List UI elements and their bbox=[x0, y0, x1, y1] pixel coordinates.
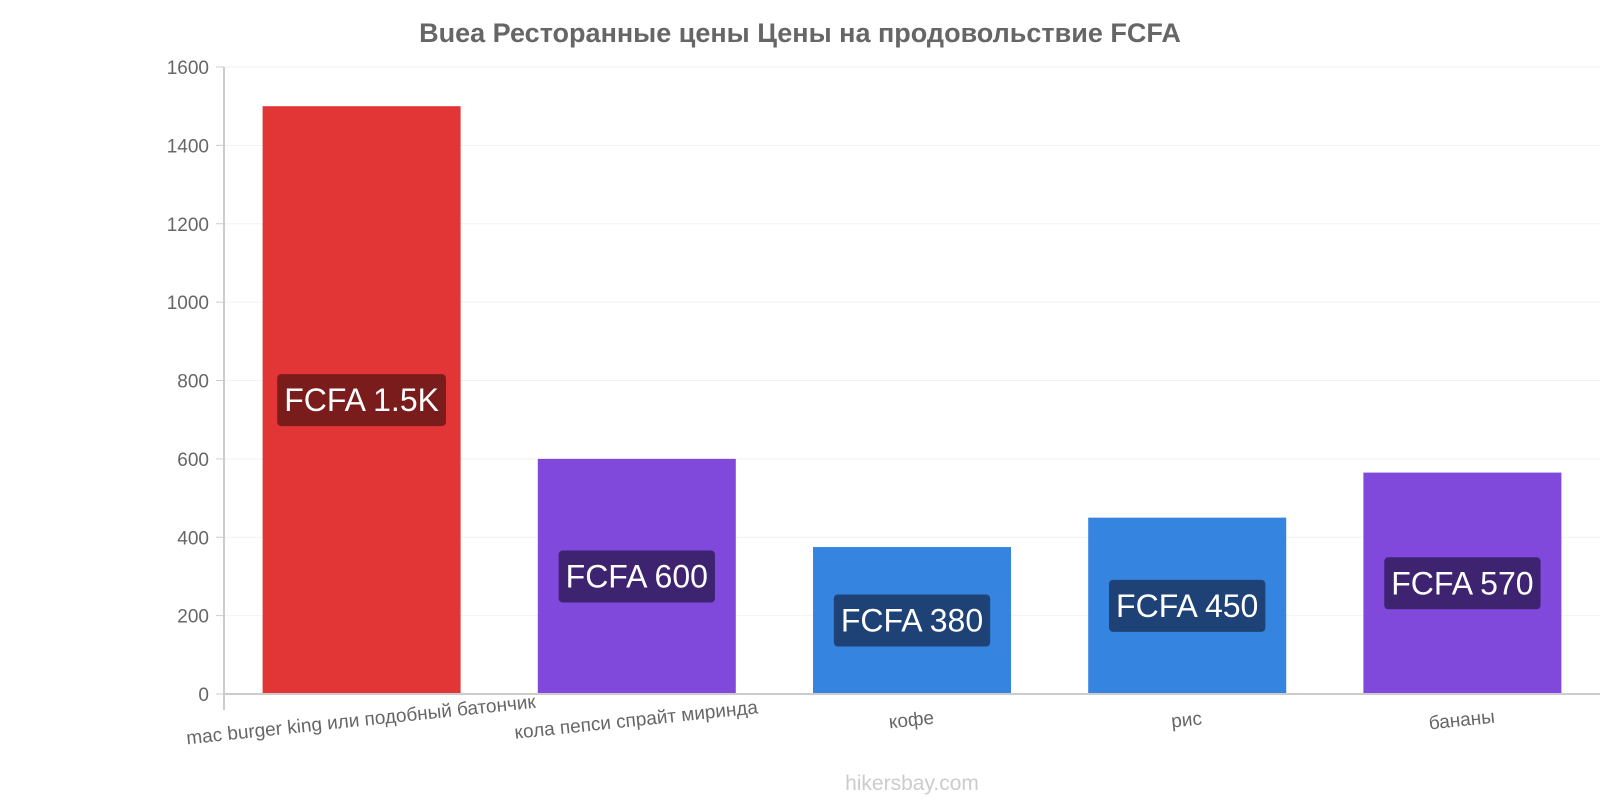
data-label-background bbox=[277, 374, 446, 427]
data-label-background bbox=[1384, 557, 1541, 610]
x-category-label: рис bbox=[1170, 708, 1203, 732]
data-label-text: FCFA 600 bbox=[566, 558, 708, 594]
y-tick-label: 1000 bbox=[167, 293, 209, 314]
y-tick-label: 400 bbox=[177, 528, 209, 549]
y-axis-ticks: 0 200 400 600 800 1000 1200 1400 1600 bbox=[167, 58, 224, 706]
data-label: FCFA 380 bbox=[833, 594, 991, 647]
data-label: FCFA 570 bbox=[1384, 557, 1541, 610]
x-axis-categories: mac burger king или подобный батончиккол… bbox=[185, 692, 1496, 750]
x-category-label: кофе bbox=[888, 708, 935, 734]
data-label-text: FCFA 1.5K bbox=[284, 382, 439, 418]
data-label: FCFA 450 bbox=[1109, 579, 1266, 632]
chart-title: Buea Ресторанные цены Цены на продовольс… bbox=[419, 18, 1181, 48]
y-tick-label: 600 bbox=[177, 450, 209, 471]
data-label: FCFA 600 bbox=[558, 550, 715, 603]
data-label-background bbox=[558, 550, 715, 603]
data-label: FCFA 1.5K bbox=[277, 374, 446, 427]
x-category-label: кола пепси спрайт миринда bbox=[513, 697, 759, 744]
y-tick-label: 0 bbox=[198, 685, 209, 706]
data-labels: FCFA 1.5K FCFA 600 FCFA 380 FCFA 450 FCFA 57… bbox=[277, 374, 1541, 647]
x-category-label: mac burger king или подобный батончик bbox=[185, 692, 537, 750]
y-tick-label: 1200 bbox=[167, 215, 209, 236]
y-tick-label: 1600 bbox=[167, 58, 209, 79]
y-tick-label: 800 bbox=[177, 372, 209, 393]
y-tick-label: 1400 bbox=[167, 136, 209, 157]
data-label-text: FCFA 380 bbox=[841, 603, 983, 639]
y-tick-label: 200 bbox=[177, 607, 209, 628]
data-label-background bbox=[1109, 579, 1266, 632]
x-category-label: бананы bbox=[1428, 707, 1496, 735]
data-label-background bbox=[833, 594, 991, 647]
data-label-text: FCFA 450 bbox=[1116, 588, 1258, 624]
data-label-text: FCFA 570 bbox=[1391, 565, 1533, 601]
watermark-footer: hikersbay.com bbox=[845, 772, 979, 795]
